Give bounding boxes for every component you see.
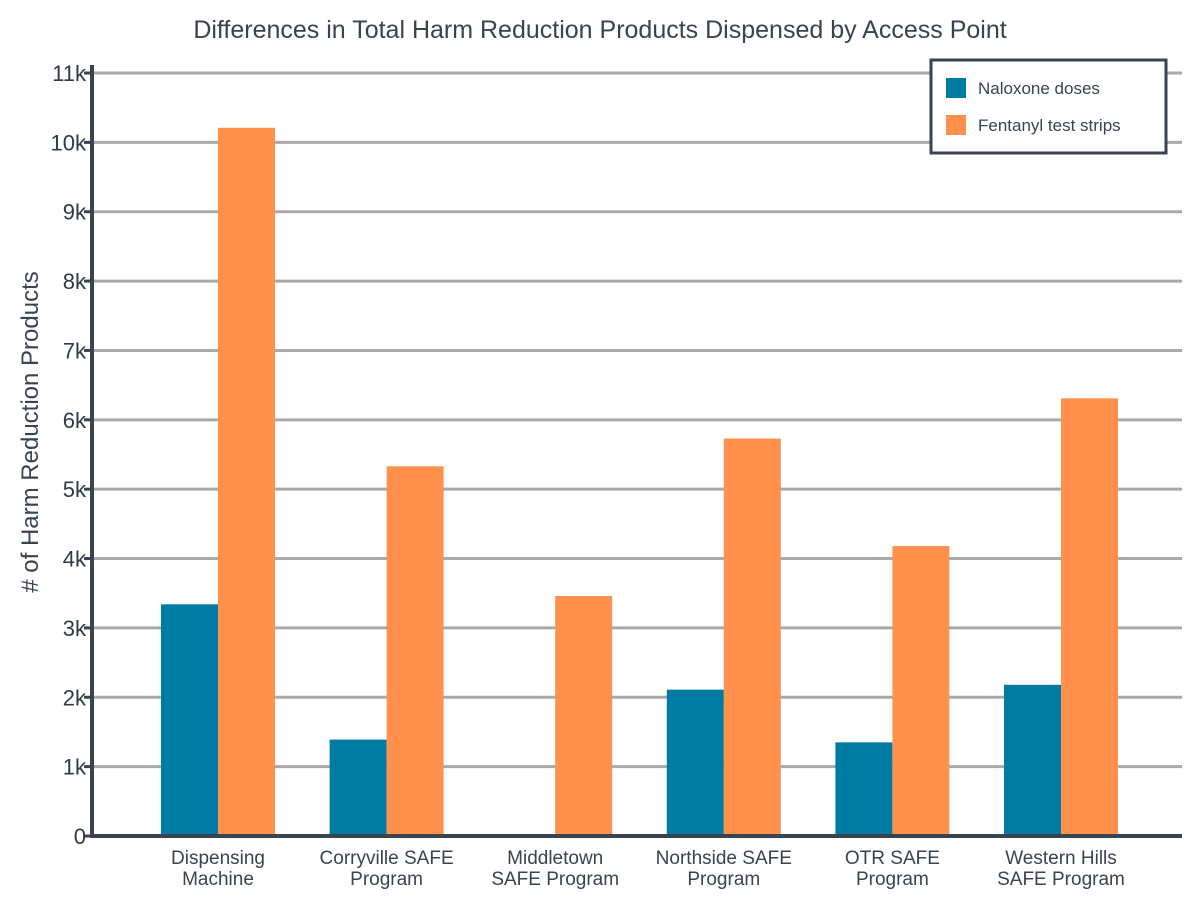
bar-fentanyl [386, 466, 444, 836]
bar-fentanyl [1061, 398, 1118, 836]
chart-title: Differences in Total Harm Reduction Prod… [193, 16, 1006, 44]
bar-fentanyl [218, 127, 275, 837]
legend-swatch [946, 115, 966, 135]
bar-naloxone [666, 689, 724, 836]
bar-fentanyl [555, 596, 613, 836]
y-tick-label: 5k [63, 477, 87, 502]
y-tick-label: 11k [52, 61, 87, 86]
x-tick-label: OTR SAFE [845, 848, 940, 869]
y-tick-label: 6k [63, 408, 87, 433]
x-tick-label: Program [350, 869, 423, 890]
x-tick-label: Dispensing [171, 848, 265, 869]
axes [90, 65, 1182, 838]
legend-label: Fentanyl test strips [978, 116, 1121, 135]
bars [161, 127, 1118, 837]
bar-naloxone [329, 739, 387, 836]
legend-swatch [946, 78, 966, 98]
bar-fentanyl [723, 438, 781, 836]
y-tick-label: 0 [74, 824, 86, 849]
x-tick-label: SAFE Program [997, 869, 1125, 890]
y-tick-labels: 0 1k 2k 3k 4k 5k 6k 7k 8k 9k 10k 11k [51, 61, 87, 849]
y-tick-label: 3k [63, 616, 87, 641]
x-tick-label: Machine [182, 869, 254, 890]
x-tick-label: Western Hills [1005, 848, 1117, 869]
y-tick-label: 7k [63, 338, 87, 363]
x-tick-label: Program [856, 869, 929, 890]
y-tick-label: 9k [63, 200, 87, 225]
y-axis-label: # of Harm Reduction Products [17, 271, 44, 592]
y-tick-label: 8k [63, 269, 87, 294]
bar-fentanyl [892, 546, 950, 836]
x-tick-label: Program [687, 869, 760, 890]
x-tick-label: Middletown [507, 848, 603, 869]
legend: Naloxone doses Fentanyl test strips [929, 58, 1168, 155]
legend-label: Naloxone doses [978, 79, 1100, 98]
x-tick-label: Northside SAFE [656, 848, 792, 869]
x-tick-label: SAFE Program [491, 869, 619, 890]
bar-naloxone [161, 604, 218, 836]
y-tick-label: 4k [63, 547, 87, 572]
bar-naloxone [1004, 684, 1061, 836]
x-tick-label: Corryville SAFE [320, 848, 454, 869]
bar-naloxone [835, 742, 893, 836]
y-tick-label: 2k [63, 685, 87, 710]
legend-box [929, 58, 1168, 155]
y-tick-label: 1k [63, 755, 87, 780]
y-tick-label: 10k [51, 130, 87, 155]
